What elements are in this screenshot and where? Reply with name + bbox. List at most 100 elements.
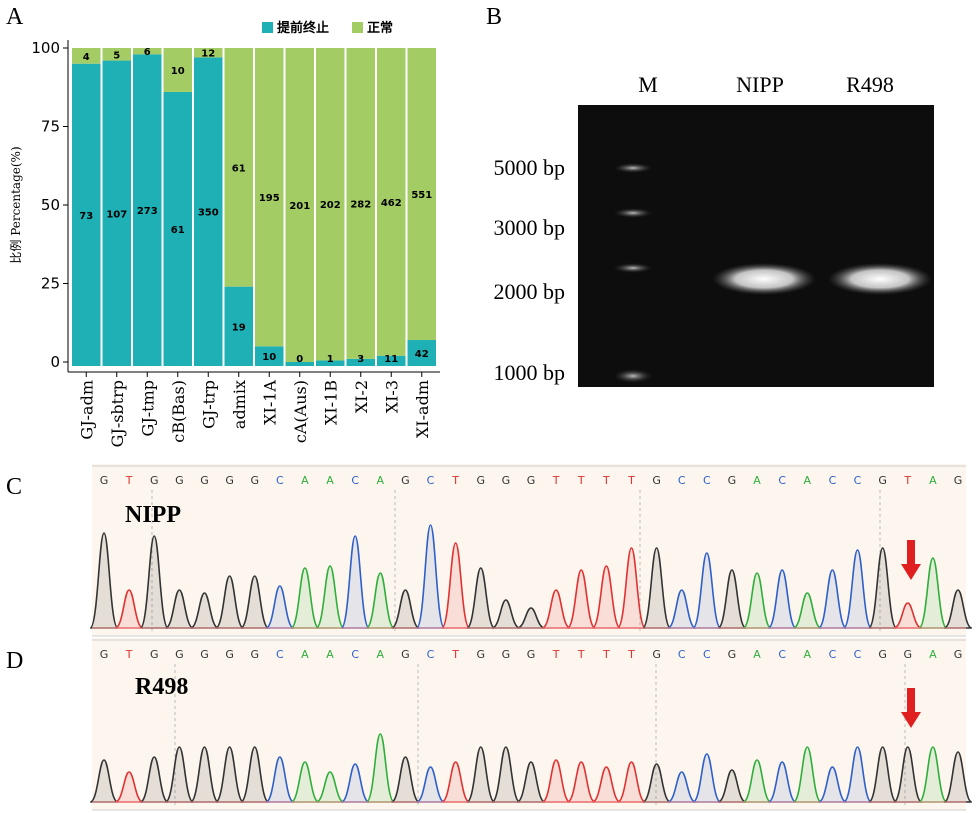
sequence-base-call: T xyxy=(602,474,610,487)
data-label-premature: 350 xyxy=(198,208,219,219)
sequence-base-call: C xyxy=(678,474,686,487)
legend-swatch-normal xyxy=(352,22,363,33)
sample-band-nipp xyxy=(712,263,816,295)
x-tick-label: XI-adm xyxy=(413,380,432,438)
y-tick-label: 0 xyxy=(50,353,60,371)
sequence-base-call: G xyxy=(250,648,259,661)
trace-peak xyxy=(818,766,847,803)
trace-peak xyxy=(767,569,797,629)
bar-segment-normal xyxy=(255,48,284,347)
sequence-base-call: T xyxy=(627,648,635,661)
sequence-base-call: A xyxy=(326,648,334,661)
trace-peak xyxy=(466,567,496,629)
legend-swatch-premature xyxy=(262,22,273,33)
trace-peak xyxy=(189,746,220,803)
sequence-base-call: T xyxy=(552,648,560,661)
trace-peak xyxy=(491,746,521,803)
x-tick-label: cB(Bas) xyxy=(169,380,188,443)
sequence-base-call: G xyxy=(954,474,963,487)
sequence-base-call: G xyxy=(175,474,184,487)
sequence-base-call: G xyxy=(476,474,485,487)
trace-peak xyxy=(391,589,420,629)
y-tick-label: 25 xyxy=(41,275,60,293)
x-tick-label: GJ-trp xyxy=(199,380,218,429)
bar-segment-premature xyxy=(163,91,192,367)
data-label-normal: 61 xyxy=(232,163,246,174)
bar-segment-premature xyxy=(133,54,162,366)
sequence-base-call: T xyxy=(602,648,610,661)
sequence-base-call: G xyxy=(250,474,259,487)
x-tick-label: cA(Aus) xyxy=(291,380,310,443)
x-tick-label: GJ-sbtrp xyxy=(108,380,127,447)
sequence-base-call: G xyxy=(150,474,159,487)
trace-peak xyxy=(365,572,395,629)
bar-segment-normal xyxy=(224,48,253,287)
sequence-base-call: C xyxy=(678,648,686,661)
x-tick-label: XI-1B xyxy=(321,380,340,425)
trace-peak xyxy=(717,569,747,629)
trace-peak xyxy=(214,575,245,629)
bar-segment-premature xyxy=(102,60,131,367)
sequence-base-call: A xyxy=(753,474,761,487)
sequence-base-call: C xyxy=(427,474,435,487)
trace-peak xyxy=(893,602,922,629)
gel-lane-label: R498 xyxy=(846,72,894,97)
bar-segment-normal xyxy=(407,48,436,341)
mutation-arrow-head xyxy=(901,564,921,580)
sequence-base-call: G xyxy=(728,474,737,487)
sequence-base-call: G xyxy=(100,474,109,487)
sequence-base-call: C xyxy=(276,648,284,661)
sequence-base-call: C xyxy=(703,474,711,487)
trace-peak xyxy=(340,763,370,803)
sequence-base-call: A xyxy=(326,474,334,487)
trace-peak xyxy=(566,761,596,803)
bar-segment-premature xyxy=(255,346,284,366)
trace-peak xyxy=(591,565,621,629)
bar-segment-normal xyxy=(194,48,223,58)
trace-peak xyxy=(491,599,521,629)
trace-peak xyxy=(918,746,948,803)
sequence-base-call: G xyxy=(878,474,887,487)
trace-peak xyxy=(641,547,672,629)
sequence-base-call: C xyxy=(829,648,837,661)
sequence-base-call: G xyxy=(225,474,234,487)
gel-lane-label: NIPP xyxy=(736,72,784,97)
sequence-base-call: G xyxy=(502,648,511,661)
trace-peak xyxy=(416,766,445,803)
data-label-normal: 5 xyxy=(113,50,120,61)
trace-peak xyxy=(265,756,295,803)
panel-label-a: A xyxy=(6,4,24,30)
bar-segment-premature xyxy=(407,340,436,366)
trace-peak xyxy=(793,592,822,629)
y-axis-label: 比例 Percentage(%) xyxy=(9,146,23,263)
data-label-normal: 202 xyxy=(320,200,341,211)
sequence-base-call: C xyxy=(427,648,435,661)
sequence-base-call: G xyxy=(175,648,184,661)
sequence-base-call: C xyxy=(778,648,786,661)
trace-peak xyxy=(441,542,471,629)
trace-peak xyxy=(139,535,169,629)
bar-segment-normal xyxy=(285,48,314,362)
data-label-normal: 6 xyxy=(144,47,151,58)
chromatogram-nipp: G T G G G G G C A A C A G C T G G G T T T T G C C G A C A C C G T A G NIPP xyxy=(89,464,973,637)
bar-segment-normal xyxy=(377,48,406,356)
sequence-base-call: C xyxy=(351,648,359,661)
trace-peak xyxy=(190,592,219,629)
y-tick-label: 50 xyxy=(41,196,60,214)
trace-peak xyxy=(842,746,873,803)
sequence-base-call: C xyxy=(778,474,786,487)
trace-peak xyxy=(868,547,898,629)
trace-peak xyxy=(943,589,973,629)
data-label-premature: 42 xyxy=(415,349,429,360)
trace-peak xyxy=(817,569,848,629)
chromatogram-background xyxy=(92,464,966,636)
trace-peak xyxy=(642,763,671,803)
mutation-arrow-head xyxy=(901,712,921,728)
bar-segment-premature xyxy=(285,362,314,366)
sequence-base-call: G xyxy=(903,648,912,661)
bar-segment-premature xyxy=(377,355,406,366)
trace-peak xyxy=(240,575,270,629)
sequence-base-call: G xyxy=(401,474,410,487)
